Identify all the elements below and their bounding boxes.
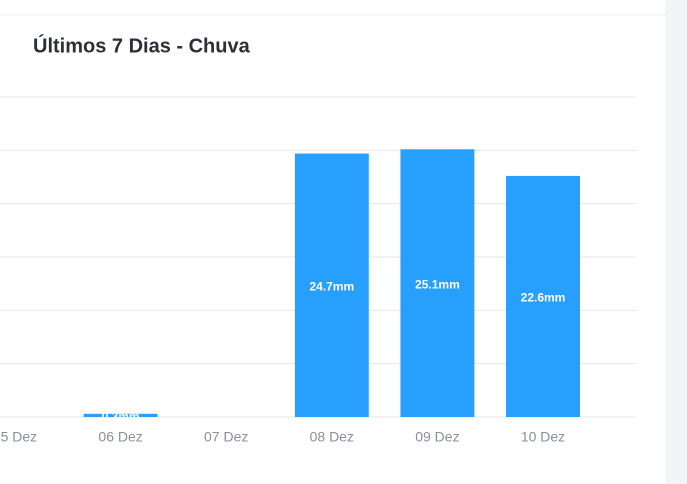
value-label: 24.7mm <box>309 279 354 293</box>
x-tick-label: 06 Dez <box>98 429 142 445</box>
value-label: 0.3mm <box>102 410 140 424</box>
value-label: 25.1mm <box>415 277 460 291</box>
bar <box>83 413 158 417</box>
x-tick-label: 09 Dez <box>415 429 459 445</box>
value-label: 22.6mm <box>521 291 566 305</box>
bar <box>400 149 475 417</box>
chart-title: Últimos 7 Dias - Chuva <box>33 33 251 57</box>
x-tick-label: 10 Dez <box>521 429 565 445</box>
x-tick-label: 07 Dez <box>204 429 248 445</box>
bar <box>294 153 369 418</box>
x-tick-label: 08 Dez <box>310 429 354 445</box>
bar <box>506 175 580 417</box>
x-tick-label: 05 Dez <box>0 429 37 445</box>
